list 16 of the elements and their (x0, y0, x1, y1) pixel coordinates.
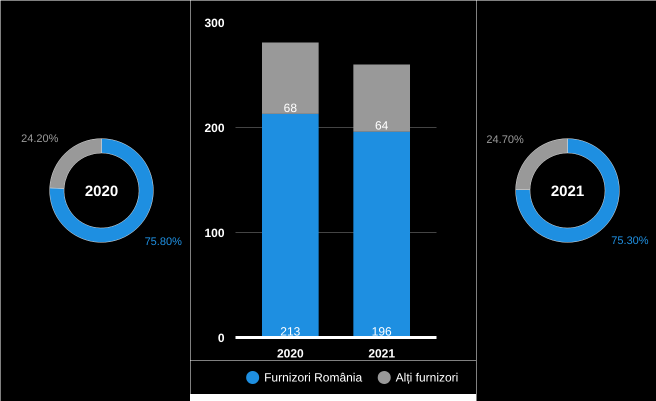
y-tick-label: 0 (218, 331, 225, 345)
data-label: 75.30% (611, 235, 649, 248)
y-tick-label: 100 (204, 226, 225, 240)
data-label: 68 (284, 100, 298, 115)
y-tick-label: 200 (204, 121, 225, 135)
data-label: 213 (280, 324, 301, 338)
data-label: 24.20% (21, 133, 59, 146)
data-label: 64 (375, 118, 389, 133)
data-label: 24.70% (486, 134, 524, 146)
legend-label: Alți furnizori (396, 370, 458, 384)
text: 2021 (550, 183, 584, 200)
y-tick-label: 300 (204, 16, 225, 30)
data-label: 196 (372, 324, 392, 338)
legend-label: Furnizori România (264, 370, 362, 384)
data-label: 75.80% (144, 236, 182, 248)
text: 2020 (84, 183, 118, 200)
